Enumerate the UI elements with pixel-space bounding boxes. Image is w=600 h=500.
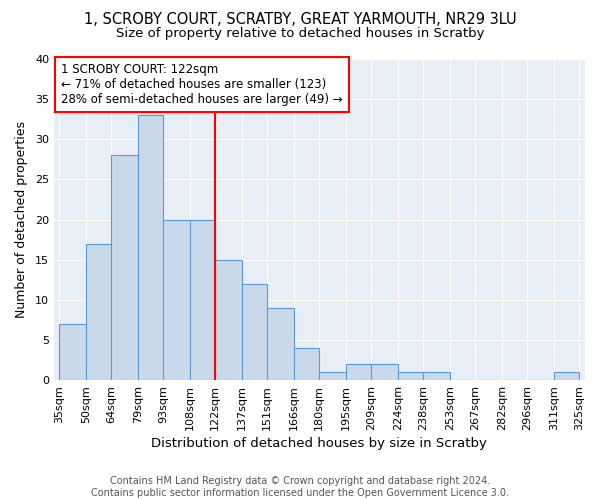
- Bar: [59, 324, 86, 380]
- Text: Size of property relative to detached houses in Scratby: Size of property relative to detached ho…: [116, 28, 484, 40]
- Text: 1 SCROBY COURT: 122sqm
← 71% of detached houses are smaller (123)
28% of semi-de: 1 SCROBY COURT: 122sqm ← 71% of detached…: [61, 63, 343, 106]
- X-axis label: Distribution of detached houses by size in Scratby: Distribution of detached houses by size …: [151, 437, 487, 450]
- Bar: [242, 284, 268, 380]
- Bar: [215, 260, 242, 380]
- Bar: [268, 308, 294, 380]
- Bar: [346, 364, 371, 380]
- Bar: [371, 364, 398, 380]
- Text: Contains HM Land Registry data © Crown copyright and database right 2024.
Contai: Contains HM Land Registry data © Crown c…: [91, 476, 509, 498]
- Bar: [319, 372, 346, 380]
- Bar: [398, 372, 424, 380]
- Bar: [294, 348, 319, 380]
- Text: 1, SCROBY COURT, SCRATBY, GREAT YARMOUTH, NR29 3LU: 1, SCROBY COURT, SCRATBY, GREAT YARMOUTH…: [83, 12, 517, 28]
- Bar: [554, 372, 580, 380]
- Y-axis label: Number of detached properties: Number of detached properties: [15, 121, 28, 318]
- Bar: [424, 372, 450, 380]
- Bar: [138, 115, 163, 380]
- Bar: [163, 220, 190, 380]
- Bar: [112, 156, 138, 380]
- Bar: [190, 220, 215, 380]
- Bar: [86, 244, 112, 380]
